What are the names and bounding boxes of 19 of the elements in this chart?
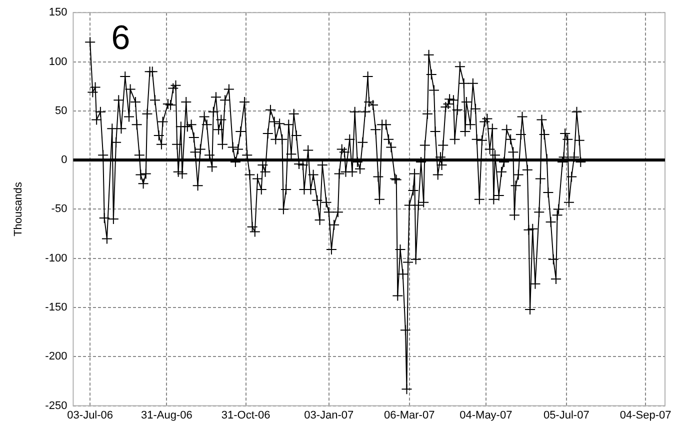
y-tick-label: -250 <box>45 400 68 412</box>
x-tick-label: 04-Sep-07 <box>620 409 672 422</box>
y-tick-label: -200 <box>45 350 68 363</box>
x-tick-label: 03-Jul-06 <box>67 409 114 422</box>
x-tick-label: 31-Oct-06 <box>221 409 270 422</box>
y-tick-label: -50 <box>51 203 68 216</box>
y-axis-title: Thousands <box>12 181 25 236</box>
y-tick-label: 100 <box>48 56 68 68</box>
x-tick-label: 31-Aug-06 <box>140 409 192 422</box>
y-tick-label: -100 <box>45 252 68 264</box>
x-tick-label: 05-Jul-07 <box>543 409 590 422</box>
y-tick-label: 50 <box>54 104 68 117</box>
x-tick-label: 03-Jan-07 <box>304 409 354 422</box>
x-tick-label: 04-May-07 <box>460 409 512 422</box>
y-tick-label: 0 <box>61 154 68 166</box>
x-tick-label: 06-Mar-07 <box>384 409 435 422</box>
y-tick-label: 150 <box>48 6 68 19</box>
annotation: 6 <box>111 18 130 57</box>
y-tick-label: -150 <box>45 302 68 314</box>
